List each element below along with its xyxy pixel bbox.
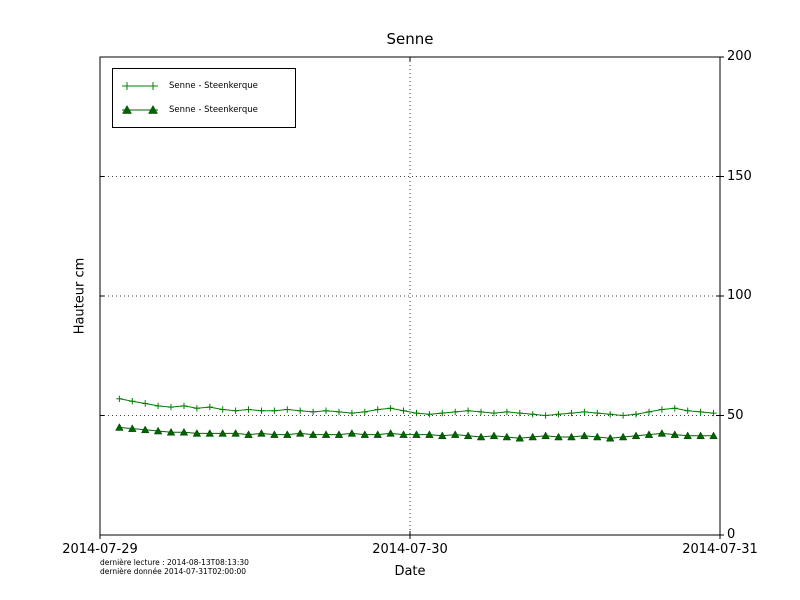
- y-tick-200: 200: [727, 49, 752, 64]
- triangle-line-marker-icon: [122, 104, 158, 114]
- x-axis-label: Date: [394, 564, 426, 579]
- footer-last-data: dernière donnée 2014-07-31T02:00:00: [100, 567, 247, 576]
- y-tick-50: 50: [727, 408, 744, 423]
- legend-item-line: Senne - Steenkerque: [119, 74, 289, 98]
- x-tick-2014-07-29: 2014-07-29: [62, 542, 138, 557]
- footer-notes: dernière lecture : 2014-08-13T08:13:30 d…: [100, 558, 249, 576]
- y-axis-label: Hauteur cm: [72, 257, 88, 335]
- x-tick-2014-07-30: 2014-07-30: [372, 542, 448, 557]
- legend-label: Senne - Steenkerque: [169, 105, 258, 115]
- legend-label: Senne - Steenkerque: [169, 81, 258, 91]
- y-tick-100: 100: [727, 288, 752, 303]
- legend: Senne - Steenkerque Senne - Steenkerque: [112, 68, 296, 128]
- y-tick-150: 150: [727, 169, 752, 184]
- x-tick-2014-07-31: 2014-07-31: [682, 542, 758, 557]
- chart-title: Senne: [386, 30, 434, 48]
- footer-last-read: dernière lecture : 2014-08-13T08:13:30: [100, 558, 249, 567]
- legend-item-triangle: Senne - Steenkerque: [119, 98, 289, 122]
- plus-line-marker-icon: [122, 82, 158, 90]
- y-tick-0: 0: [727, 527, 736, 542]
